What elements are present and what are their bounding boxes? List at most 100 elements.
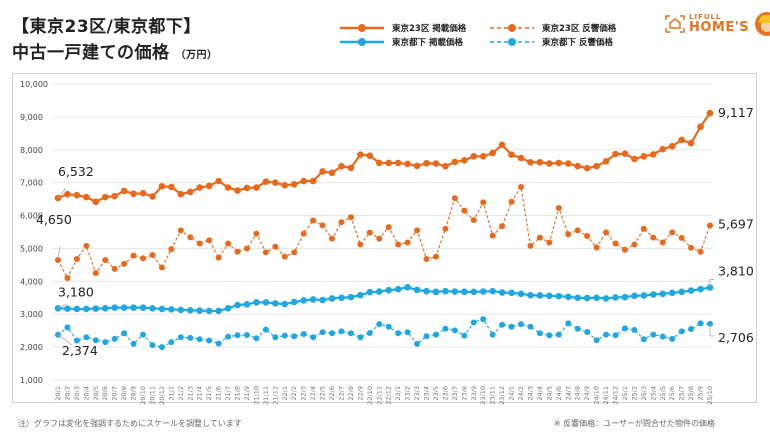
- data-point: [253, 184, 260, 191]
- series-line-0: [57, 112, 711, 203]
- data-point: [395, 330, 402, 337]
- y-tick-label: 8,000: [20, 146, 43, 155]
- data-point: [262, 299, 270, 306]
- data-point: [602, 295, 610, 302]
- data-point: [583, 164, 591, 172]
- data-point: [158, 305, 166, 313]
- x-tick-label: 21/12: [271, 386, 279, 405]
- data-point: [196, 184, 204, 191]
- x-tick-label: 23/6: [441, 386, 449, 401]
- data-point: [593, 244, 600, 251]
- data-point: [687, 287, 695, 294]
- data-point: [546, 292, 553, 300]
- x-tick-label: 21/10: [252, 386, 260, 405]
- data-point: [555, 204, 562, 211]
- data-point: [518, 321, 525, 328]
- data-point: [527, 323, 534, 330]
- chart-title-line1: 【東京23区/東京都下】: [12, 17, 201, 37]
- series-line-3: [57, 318, 711, 348]
- data-point: [678, 288, 685, 296]
- data-point: [187, 334, 194, 341]
- data-point: [584, 232, 591, 239]
- data-point: [83, 242, 90, 249]
- data-point: [442, 162, 449, 170]
- data-point: [366, 152, 374, 159]
- leader-line: [57, 334, 73, 346]
- data-point: [536, 158, 544, 166]
- data-point: [347, 164, 355, 172]
- data-point: [73, 255, 80, 262]
- data-point: [489, 287, 496, 295]
- x-tick-label: 24/11: [602, 386, 610, 405]
- data-point: [319, 329, 326, 336]
- data-point: [310, 334, 317, 341]
- data-point: [357, 334, 364, 341]
- data-point: [423, 255, 430, 262]
- x-tick-label: 21/7: [224, 386, 232, 401]
- x-tick-label: 20/12: [158, 386, 166, 405]
- data-point: [489, 232, 496, 239]
- data-point: [177, 190, 185, 198]
- data-point: [631, 327, 638, 334]
- data-point: [375, 159, 383, 167]
- x-tick-label: 21/6: [215, 386, 223, 401]
- data-point: [517, 290, 525, 298]
- data-point: [234, 248, 241, 255]
- data-point: [621, 325, 628, 332]
- data-point: [697, 285, 704, 293]
- data-point: [508, 198, 515, 205]
- data-point: [669, 335, 676, 342]
- x-tick-label: 24/5: [545, 386, 553, 401]
- series-layer: [54, 109, 714, 351]
- data-point: [499, 321, 506, 328]
- data-point: [650, 151, 657, 158]
- data-point: [73, 305, 81, 313]
- data-point: [92, 305, 100, 312]
- data-point: [83, 305, 90, 313]
- data-point: [357, 241, 364, 248]
- end-value-label: 3,810: [718, 264, 754, 279]
- x-tick-label: 23/3: [413, 386, 421, 401]
- data-point: [395, 241, 402, 248]
- x-tick-label: 22/12: [385, 386, 393, 405]
- data-point: [499, 223, 506, 230]
- data-point: [272, 334, 279, 341]
- data-point: [489, 149, 496, 157]
- x-tick-label: 24/12: [612, 386, 620, 405]
- data-point: [593, 337, 600, 344]
- data-point: [564, 293, 572, 301]
- data-point: [338, 162, 345, 170]
- data-point: [678, 234, 685, 241]
- legend-solid-blue-marker-icon: [340, 38, 384, 46]
- y-tick-label: 7,000: [20, 179, 43, 188]
- data-point: [92, 270, 99, 277]
- data-point: [111, 192, 118, 200]
- data-point: [329, 330, 336, 337]
- data-point: [140, 255, 147, 262]
- data-point: [225, 333, 232, 340]
- y-tick-label: 1,000: [20, 376, 43, 385]
- y-tick-label: 2,000: [20, 343, 43, 352]
- data-point: [262, 178, 270, 185]
- data-point: [187, 234, 194, 241]
- data-point: [688, 244, 695, 251]
- data-point: [149, 193, 156, 200]
- data-labels: 6,532 9,117 4,650 5,697 3,180 3,810 2,374 2,706: [36, 105, 754, 358]
- data-point: [527, 291, 534, 299]
- data-point: [376, 321, 383, 328]
- data-point: [319, 296, 326, 304]
- x-tick-label: 23/7: [451, 386, 459, 401]
- legend-dashed-blue-marker-icon: [490, 38, 534, 46]
- data-point: [347, 293, 355, 301]
- data-point: [404, 239, 411, 246]
- data-point: [168, 246, 175, 253]
- x-tick-label: 24/8: [574, 386, 582, 401]
- data-point: [83, 334, 90, 341]
- data-point: [234, 187, 241, 194]
- data-point: [328, 169, 336, 177]
- x-tick-label: 24/7: [564, 386, 572, 401]
- data-point: [328, 295, 336, 302]
- x-tick-label: 21/4: [196, 386, 204, 401]
- data-point: [64, 190, 71, 198]
- data-point: [546, 332, 553, 339]
